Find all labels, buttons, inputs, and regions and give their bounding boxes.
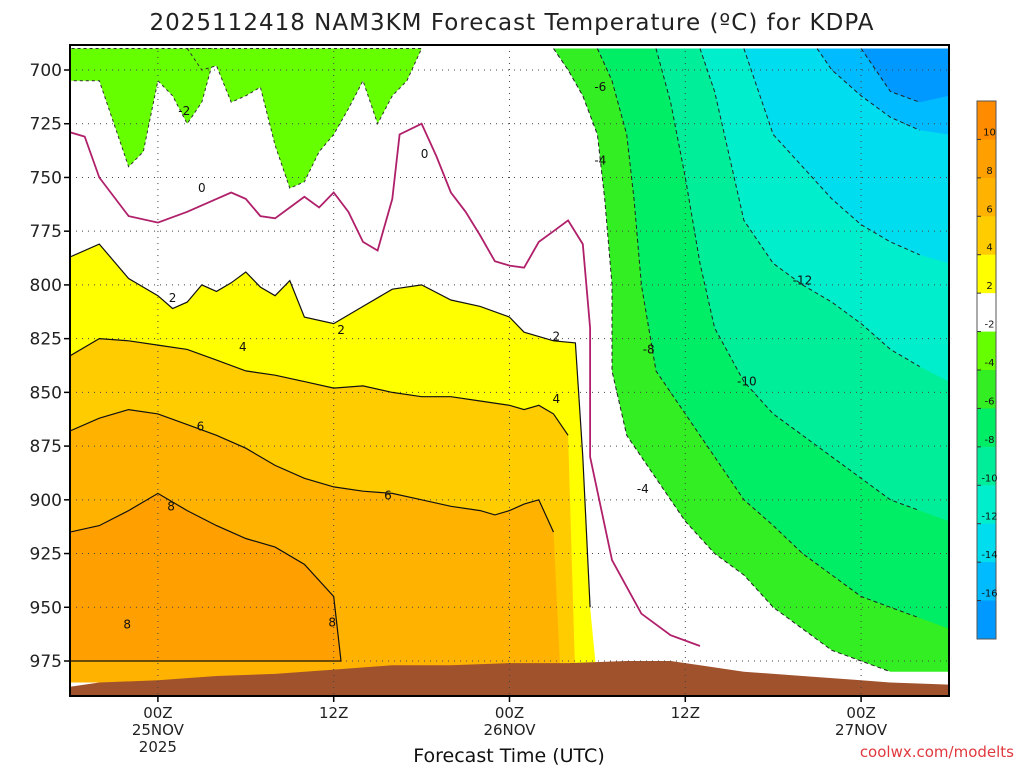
x-tick-label: 00Z [143,704,172,722]
y-tick-label: 900 [30,491,62,511]
x-tick-label: 00Z [846,704,875,722]
y-axis: 700 725 750 775 800 825 850 875 900 925 950 975 [30,61,70,672]
x-tick-label: 25NOV [132,721,185,739]
contour-label: 2 [553,329,561,343]
colorbar-swatch [977,101,996,140]
colorbar-label: -16 [981,589,997,600]
contour-label: -6 [594,80,606,94]
contour-label: -4 [637,482,649,496]
contour--12 [743,48,920,256]
colorbar-label: 8 [986,166,992,177]
colorbar-swatch [977,293,996,333]
contour-label: -2 [178,104,190,118]
cold-lobe-1 [186,48,423,189]
y-tick-label: 850 [30,383,62,403]
temp-band-8 [70,493,341,661]
colorbar-swatch [977,446,996,486]
ground-terrain [70,661,949,696]
x-axis-label: Forecast Time (UTC) [413,745,604,767]
colorbar-swatch [977,139,996,179]
colorbar-swatch [977,408,996,448]
chart-title: 2025112418 NAM3KM Forecast Temperature (… [150,10,875,36]
contour-2 [70,243,591,608]
contour-label: 8 [123,617,131,631]
plot-area: -2 0 0 2 2 2 4 4 6 6 8 8 8 -6 -4 -8 -4 -10 -12 [69,44,950,697]
contour-label: -10 [737,375,757,389]
contour-label: 6 [197,420,205,434]
x-tick-label: 2025 [139,738,177,756]
contour-label: 8 [167,499,175,513]
y-tick-label: 925 [30,545,62,565]
y-tick-label: 975 [30,652,62,672]
colorbar-swatch [977,600,996,640]
contour-label: 4 [239,340,247,354]
contour-label: 2 [169,291,177,305]
colorbar: 10 8 6 4 2 -2 -4 -6 -8 -10 -12 -14 -16 [976,100,998,640]
colorbar-label: -14 [981,550,997,561]
contour-label: 8 [328,615,336,629]
temp-band--16 [861,48,949,103]
colorbar-label: 6 [986,204,992,215]
contour--8 [655,48,920,512]
y-tick-label: 775 [30,222,62,242]
colorbar-label: -4 [985,358,995,369]
colorbar-swatch [977,523,996,563]
colorbar-label: -6 [985,396,995,407]
contour--14 [816,48,920,131]
contour-label: 2 [337,323,345,337]
colorbar-label: -12 [981,512,997,523]
y-tick-label: 750 [30,168,62,188]
contour--10 [699,48,920,368]
contour-label: -4 [594,153,606,167]
x-tick-label: 12Z [671,704,700,722]
colorbar-swatch [977,254,996,294]
contour-label: 6 [384,489,392,503]
contour-label: 4 [553,392,561,406]
colorbar-swatch [977,216,996,256]
colorbar-swatch [977,331,996,371]
y-tick-label: 700 [30,61,62,81]
contour-0 [70,122,701,647]
contour-8 [70,492,342,662]
contour-4 [70,337,569,436]
colorbar-label: -8 [985,435,995,446]
y-tick-label: 825 [30,330,62,350]
x-tick-label: 26NOV [483,721,536,739]
colorbar-swatch [977,177,996,217]
credit-text: coolwx.com/modelts [860,743,1014,761]
colorbar-swatch [977,562,996,602]
cold-lobe-0 [70,48,218,168]
colorbar-label: 2 [986,281,992,292]
y-tick-label: 800 [30,276,62,296]
contour--6 [596,48,920,619]
contour-label: 0 [421,147,429,161]
colorbar-label: -10 [981,473,997,484]
colorbar-swatch [977,485,996,525]
colorbar-label: 10 [983,127,996,138]
colorbar-swatch [977,370,996,409]
y-tick-label: 875 [30,437,62,457]
contour-label: -12 [793,274,813,288]
y-tick-label: 725 [30,115,62,135]
contour-label: -8 [643,342,655,356]
colorbar-label: 4 [986,243,992,254]
x-tick-label: 00Z [495,704,524,722]
x-tick-label: 27NOV [835,721,888,739]
x-tick-label: 12Z [319,704,348,722]
contour-6 [70,408,555,533]
colorbar-label: -2 [985,320,995,331]
y-tick-label: 950 [30,598,62,618]
contour-label: 0 [198,181,206,195]
